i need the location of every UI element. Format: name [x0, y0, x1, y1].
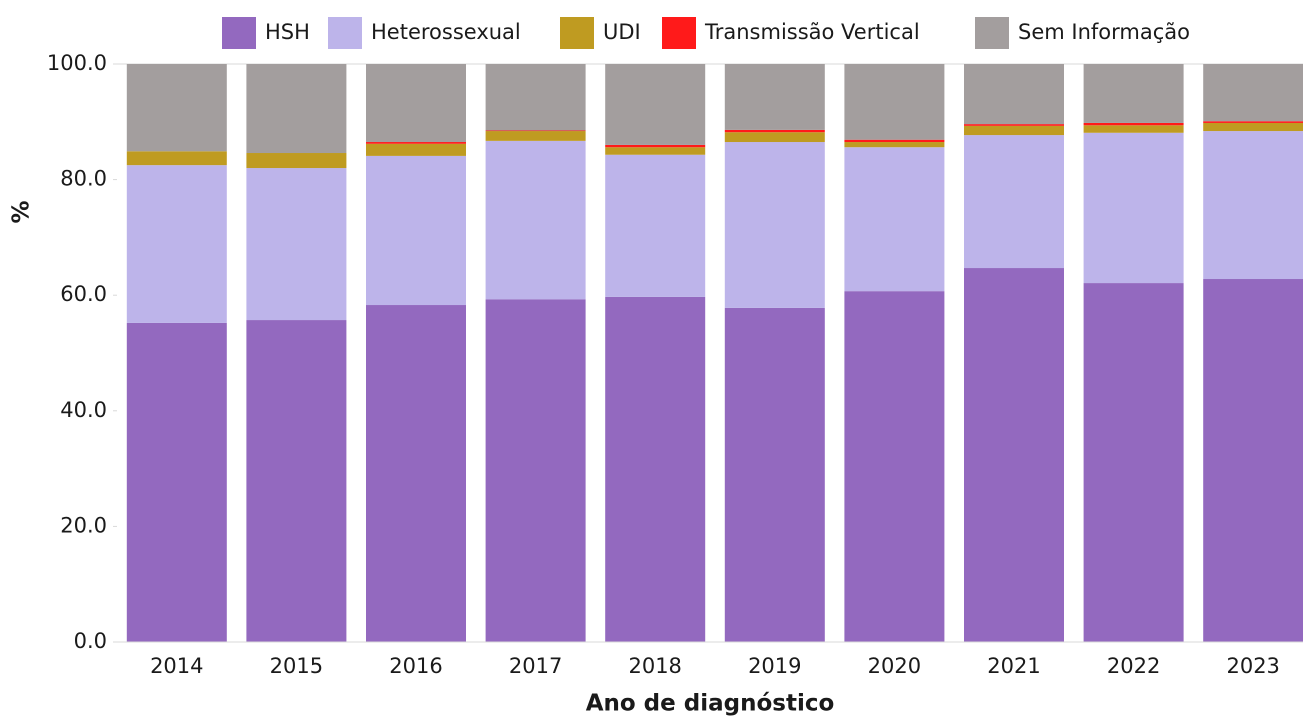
bar-segment: [844, 147, 945, 292]
legend-label: UDI: [603, 20, 641, 44]
bar-segment: [724, 307, 825, 642]
x-tick-label: 2018: [628, 654, 681, 678]
bar-segment: [366, 143, 466, 156]
y-tick-label: 100.0: [47, 51, 107, 75]
x-tick-label: 2014: [150, 654, 203, 678]
legend-label: Heterossexual: [371, 20, 521, 44]
bar-segment: [246, 153, 347, 169]
legend-label: Transmissão Vertical: [704, 20, 920, 44]
bar-segment: [246, 168, 347, 321]
bar-segment: [366, 64, 466, 143]
y-tick-label: 20.0: [60, 513, 107, 537]
bar-segment: [964, 125, 1064, 136]
bar-segment: [964, 268, 1064, 642]
bar-segment: [1203, 279, 1303, 642]
bar-segment: [126, 151, 227, 166]
x-tick-label: 2016: [389, 654, 442, 678]
bar-segment: [724, 64, 825, 130]
legend-label: Sem Informação: [1018, 20, 1190, 44]
x-tick-label: 2015: [270, 654, 323, 678]
legend-swatch: [662, 17, 696, 49]
bar-segment: [844, 142, 945, 148]
y-tick-label: 0.0: [74, 629, 107, 653]
legend-label: HSH: [265, 20, 310, 44]
bar-segment: [485, 131, 586, 141]
legend-swatch: [975, 17, 1009, 49]
bar-segment: [485, 64, 586, 131]
bar-segment: [844, 139, 945, 143]
bar-segment: [126, 322, 227, 642]
bar-segment: [724, 142, 825, 308]
bar-segment: [724, 132, 825, 143]
y-tick-label: 80.0: [60, 167, 107, 191]
x-axis-label: Ano de diagnóstico: [586, 691, 835, 717]
y-tick-label: 40.0: [60, 398, 107, 422]
bar-segment: [1083, 283, 1184, 642]
bar-segment: [844, 291, 945, 642]
x-tick-label: 2020: [868, 654, 921, 678]
bar-segment: [126, 165, 227, 323]
bar-segment: [485, 130, 586, 132]
y-axis-label: %: [9, 200, 35, 223]
bar-segment: [1083, 132, 1184, 284]
bar-segment: [366, 142, 466, 144]
bar-segment: [485, 299, 586, 642]
bar-segment: [1083, 64, 1184, 123]
x-tick-label: 2017: [509, 654, 562, 678]
x-tick-label: 2022: [1107, 654, 1160, 678]
bar-segment: [605, 144, 706, 148]
bar-segment: [1203, 121, 1303, 123]
x-tick-label: 2021: [987, 654, 1040, 678]
legend-swatch: [328, 17, 362, 49]
bar-segment: [485, 140, 586, 300]
y-tick-label: 60.0: [60, 282, 107, 306]
bar-segment: [724, 129, 825, 133]
bar-segment: [964, 135, 1064, 269]
bar-segment: [605, 154, 706, 297]
bar-segment: [964, 124, 1064, 126]
legend-swatch: [560, 17, 594, 49]
x-tick-label: 2023: [1226, 654, 1279, 678]
bar-segment: [1083, 122, 1184, 126]
x-tick-label: 2019: [748, 654, 801, 678]
bar-segment: [126, 64, 227, 152]
bar-segment: [605, 296, 706, 642]
bar-segment: [964, 64, 1064, 125]
bar-segment: [366, 155, 466, 306]
bar-segment: [1203, 122, 1303, 132]
bar-segment: [1083, 125, 1184, 133]
bar-segment: [1203, 131, 1303, 280]
bar-segment: [246, 64, 347, 154]
bar-segment: [366, 305, 466, 642]
bar-segment: [844, 64, 945, 140]
bar-segment: [1203, 64, 1303, 122]
bar-segment: [605, 147, 706, 155]
bar-segment: [246, 320, 347, 642]
bar-segment: [605, 64, 706, 145]
legend-swatch: [222, 17, 256, 49]
